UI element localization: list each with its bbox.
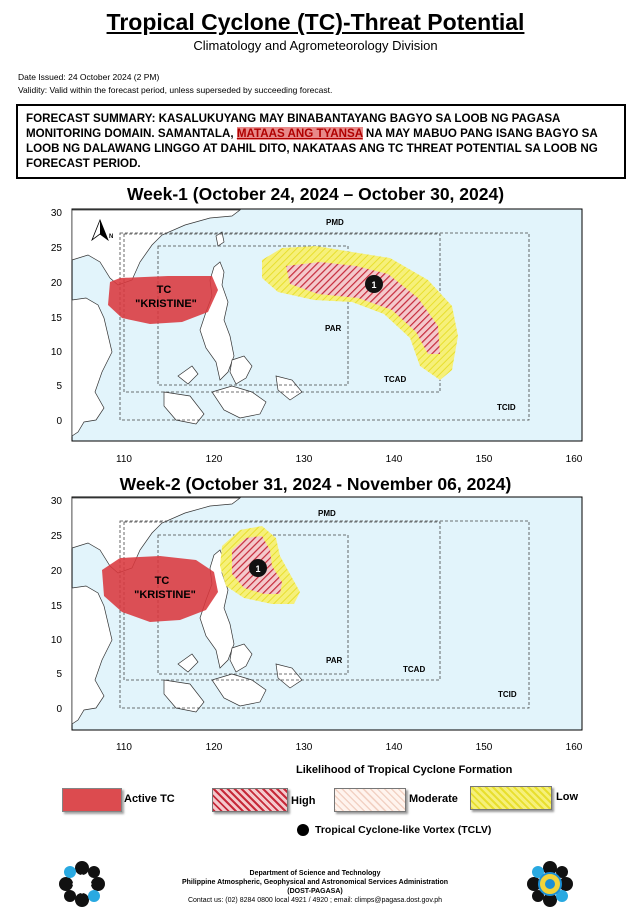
svg-text:10: 10 xyxy=(51,635,63,646)
week1-north-label: N xyxy=(109,234,113,240)
svg-text:20: 20 xyxy=(51,278,63,289)
week1-pmd-box xyxy=(119,232,530,421)
week2-tcid-label: TCID xyxy=(498,690,517,699)
legend-tclv-label: Tropical Cyclone-like Vortex (TCLV) xyxy=(315,824,492,836)
svg-text:130: 130 xyxy=(296,742,313,753)
svg-text:25: 25 xyxy=(51,243,63,254)
svg-text:160: 160 xyxy=(566,454,583,465)
week1-par-box xyxy=(157,245,349,386)
legend-active-tc-label: Active TC xyxy=(124,793,175,805)
svg-text:20: 20 xyxy=(51,566,63,577)
pagasa-logo xyxy=(527,861,573,907)
validity-note: Validity: Valid within the forecast peri… xyxy=(18,85,333,95)
svg-text:25: 25 xyxy=(51,531,63,542)
footer-line-1: Department of Science and Technology xyxy=(249,870,381,877)
svg-text:120: 120 xyxy=(206,742,223,753)
week2-par-label: PAR xyxy=(326,656,343,665)
week1-map-frame xyxy=(71,208,583,442)
legend-tclv-dot xyxy=(297,824,309,836)
week2-title: Week-2 (October 31, 2024 - November 06, … xyxy=(119,474,512,494)
legend-moderate-label: Moderate xyxy=(409,793,458,805)
date-label: Date Issued: xyxy=(18,72,66,82)
svg-text:0: 0 xyxy=(56,704,62,715)
footer: Department of Science and Technology Phi… xyxy=(150,869,480,905)
week1-map: 1 TC "KRISTINE" PMD PAR TCAD TCID N 30 2… xyxy=(51,208,583,465)
date-issued: Date Issued: 24 October 2024 (2 PM) xyxy=(18,72,159,82)
week1-title: Week-1 (October 24, 2024 – October 30, 2… xyxy=(126,184,505,204)
week2-tclv-number: 1 xyxy=(255,564,260,574)
footer-line-3: (DOST-PAGASA) xyxy=(287,888,343,895)
week1-x-axis: 110 120 130 140 150 160 xyxy=(116,454,583,465)
svg-text:5: 5 xyxy=(56,381,62,392)
week1-high-likelihood-area xyxy=(286,262,440,354)
svg-text:15: 15 xyxy=(51,313,63,324)
week1-y-axis: 30 25 20 15 10 5 0 xyxy=(51,208,63,427)
summary-highlight: MATAAS ANG TYANSA xyxy=(236,127,363,140)
week2-pmd-box xyxy=(119,520,530,709)
summary-text-2: NA MAY MABUO PANG ISANG BAGYO SA LOOB NG… xyxy=(26,127,598,170)
svg-text:130: 130 xyxy=(296,454,313,465)
week1-north-arrow: N xyxy=(91,218,113,242)
svg-text:110: 110 xyxy=(116,454,132,465)
svg-text:160: 160 xyxy=(566,742,583,753)
week2-tc-name-2: "KRISTINE" xyxy=(134,589,196,601)
week1-active-tc-area xyxy=(108,276,218,324)
legend-title: Likelihood of Tropical Cyclone Formation xyxy=(296,764,513,776)
dost-logo xyxy=(59,861,105,907)
legend-low-swatch xyxy=(470,786,552,810)
svg-text:110: 110 xyxy=(116,742,132,753)
footer-line-2: Philippine Atmospheric, Geophysical and … xyxy=(181,879,449,886)
svg-text:30: 30 xyxy=(51,208,63,219)
week1-tc-name-1: TC xyxy=(157,284,172,296)
page-subtitle: Climatology and Agrometeorology Division xyxy=(193,38,438,53)
svg-text:120: 120 xyxy=(206,454,223,465)
legend-moderate-swatch xyxy=(334,788,406,812)
week1-tclv-number: 1 xyxy=(371,280,376,290)
week2-tcad-box xyxy=(123,521,441,681)
legend-high-label: High xyxy=(291,795,316,807)
forecast-summary: FORECAST SUMMARY: KASALUKUYANG MAY BINAB… xyxy=(16,104,626,179)
footer-contact: Contact us: (02) 8284 0800 local 4921 / … xyxy=(187,897,443,904)
svg-text:5: 5 xyxy=(56,669,62,680)
week2-y-axis: 30 25 20 15 10 5 0 xyxy=(51,496,63,715)
svg-text:0: 0 xyxy=(56,416,62,427)
date-value: 24 October 2024 (2 PM) xyxy=(68,72,160,82)
week2-tcad-label: TCAD xyxy=(403,665,425,674)
svg-text:15: 15 xyxy=(51,601,63,612)
week1-tc-name-2: "KRISTINE" xyxy=(135,298,197,310)
week1-tcid-label: TCID xyxy=(497,403,516,412)
svg-text:140: 140 xyxy=(386,454,403,465)
svg-text:140: 140 xyxy=(386,742,403,753)
week1-par-label: PAR xyxy=(325,324,342,333)
week2-map: 1 TC "KRISTINE" PMD PAR TCAD TCID 30 25 … xyxy=(51,496,583,753)
week2-tclv-marker xyxy=(249,559,267,577)
legend-high-swatch xyxy=(212,788,288,812)
week1-pmd-label: PMD xyxy=(326,218,344,227)
legend-active-tc-swatch xyxy=(62,788,122,812)
svg-text:150: 150 xyxy=(476,454,493,465)
summary-text-1: FORECAST SUMMARY: KASALUKUYANG MAY BINAB… xyxy=(26,112,560,140)
week2-land xyxy=(71,497,303,725)
legend-low-label: Low xyxy=(556,791,578,803)
week1-tclv-marker xyxy=(365,275,383,293)
svg-text:150: 150 xyxy=(476,742,493,753)
week2-active-tc-area xyxy=(102,556,218,622)
week2-tc-name-1: TC xyxy=(155,575,170,587)
svg-text:30: 30 xyxy=(51,496,63,507)
page-title: Tropical Cyclone (TC)-Threat Potential xyxy=(106,9,525,35)
week2-x-axis: 110 120 130 140 150 160 xyxy=(116,742,583,753)
week1-tcad-label: TCAD xyxy=(384,375,406,384)
svg-text:10: 10 xyxy=(51,347,63,358)
week2-pmd-label: PMD xyxy=(318,509,336,518)
week1-land xyxy=(71,209,303,437)
